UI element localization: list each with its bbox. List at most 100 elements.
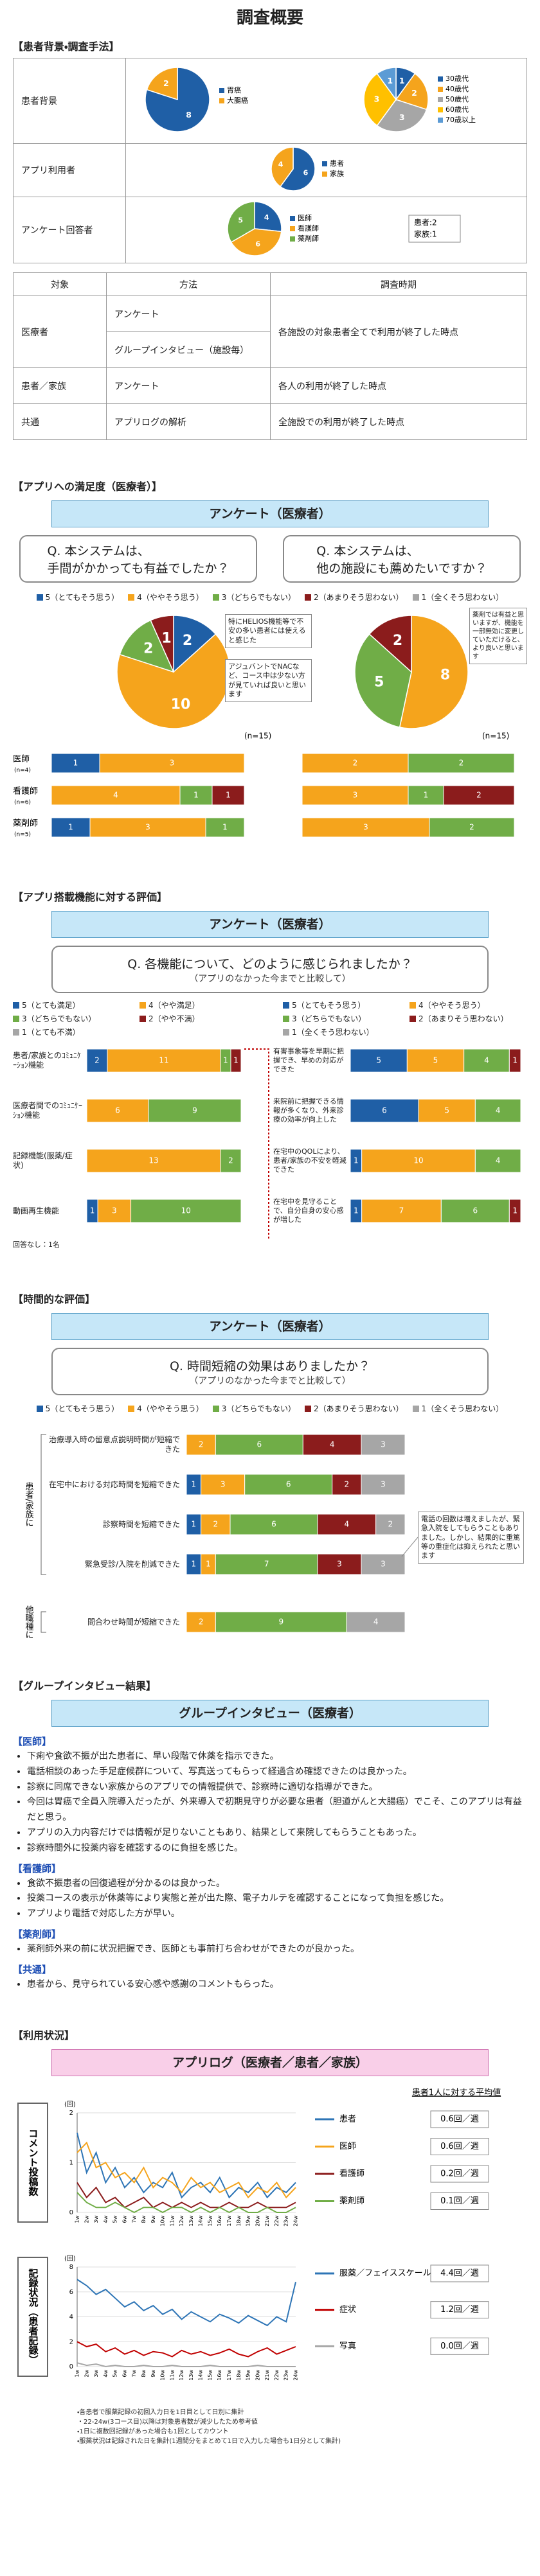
segment-label: 1	[206, 1560, 211, 1569]
legend-label: 看護師	[298, 224, 319, 233]
y-tick-label: 0	[69, 2363, 73, 2370]
x-tick-label: 23w	[284, 2215, 289, 2226]
callout: 特にHELIOS機能等で不安の多い患者には使えると感じた	[225, 614, 312, 648]
pie-slice	[150, 615, 174, 673]
bar-segment	[464, 1048, 510, 1073]
banner: アンケート（医療者）	[51, 500, 489, 527]
x-tick-label: 24w	[293, 2215, 299, 2226]
legend-label: 5（とてもそう思う）	[292, 1001, 366, 1010]
legend-swatch	[438, 118, 443, 123]
legend-label: 40歳代	[446, 85, 469, 93]
x-tick-label: 22w	[274, 2215, 280, 2226]
legend-swatch	[140, 1015, 146, 1022]
segment-label: 2	[388, 1520, 393, 1529]
x-tick-label: 9w	[150, 2369, 156, 2377]
segment-label: 1	[90, 1206, 95, 1215]
bar-segment	[86, 1048, 108, 1073]
legend-label: 5（とてもそう思う）	[45, 593, 120, 602]
bullet-list: 下痢や食欲不振が出た患者に、早い段階で休薬を指示できた。電話相談のあった手足症候…	[13, 1749, 527, 1857]
segment-label: 2	[459, 759, 464, 768]
legend-label: 2（やや不満）	[148, 1014, 200, 1023]
group-label: 患者/家族に	[24, 1482, 34, 1527]
x-tick-label: 3w	[93, 2369, 99, 2377]
bar-segment	[509, 1048, 521, 1073]
note: 回答なし：1名	[13, 1240, 60, 1249]
segment-label: 6	[286, 1480, 291, 1489]
table-row: アプリ利用者 6 4 患者 家族	[13, 143, 527, 197]
bar-segment	[361, 1474, 406, 1495]
row-label: 動画再生機能	[13, 1206, 60, 1215]
pie-slice	[279, 146, 316, 191]
slice-label: 6	[255, 240, 260, 249]
segment-label: 7	[399, 1206, 404, 1215]
footnotes: ・各患者で服薬記録の初回入力日を1日目として日別に集計 ・22-24w(3コース目…	[77, 2408, 527, 2446]
group-label: 他職種に	[24, 1605, 34, 1639]
slice-label: 4	[278, 161, 284, 169]
section-heading: 【グループインタビュー結果】	[13, 1680, 157, 1692]
target-cell: 共通	[13, 403, 107, 440]
legend-label: 服薬／フェイススケール	[339, 2268, 431, 2278]
average-box	[430, 2137, 489, 2155]
segment-label: 3	[145, 823, 150, 832]
stacked-bar-chart: 2 11 1 16 913 21 3 105 5 4 16 5 41 10 41 7 6 1	[86, 1048, 521, 1240]
legend-label: 5（とても満足）	[22, 1001, 80, 1010]
x-tick-label: 20w	[255, 2369, 260, 2380]
y-tick-label: 4	[69, 2313, 73, 2320]
bar-segment	[215, 1434, 303, 1456]
slice-label: 5	[374, 674, 384, 690]
x-tick-label: 2w	[84, 2215, 89, 2223]
row-label: 在宅中を見守ることで、自分自身の安心感が増した	[273, 1197, 344, 1224]
average-box	[430, 2110, 489, 2128]
x-tick-label: 17w	[226, 2215, 232, 2226]
pie-slice	[119, 619, 175, 673]
group-heading: 【共通】	[13, 1963, 52, 1975]
section-heading: 【アプリ搭載機能に対する評価】	[13, 891, 168, 903]
pie-slice	[354, 633, 412, 728]
bar-segment	[148, 1098, 242, 1123]
segment-label: 1	[68, 823, 73, 832]
usage-section: 患者1人に対する平均値 コメント投稿数 (回) 0 1 2 1w 2w 3w 4w 5w 6w 7w 8w…	[13, 2084, 527, 2446]
n-label: (n=4)	[14, 768, 31, 774]
bar-segment	[375, 1513, 406, 1535]
bar-segment	[230, 1048, 242, 1073]
row-label: 看護師	[13, 786, 38, 797]
row-label: 医療者間でのｺﾐｭﾆｹｰｼｮﾝ機能	[13, 1101, 83, 1120]
row-chart: 4 6 5 医師 看護師 薬剤師 患者:2 家族:1	[125, 197, 527, 263]
legend-item: 5（とても満足）	[13, 1000, 130, 1010]
bar-segment	[186, 1611, 216, 1633]
legend-label: 3（どちらでもない）	[22, 1014, 96, 1023]
bullet: 診察に同席できない家族からのアプリでの情報提供で、診察時に適切な指導ができた。	[27, 1780, 527, 1795]
segment-label: 3	[112, 1206, 117, 1215]
x-tick-label: 6w	[122, 2215, 127, 2223]
function-bars: 2 11 1 1 6 9 13 2 1 3 10 5 5 4 1 6 5 4 1 10 4 1 7 6 1 患者/家族とのｺﾐｭﾆ…	[13, 1041, 527, 1257]
x-tick-label: 13w	[188, 2215, 194, 2226]
bullet: 今回は胃癌で全員入院導入だったが、外来導入で初期見守りが必要な患者（胆道がんと大…	[27, 1795, 527, 1826]
legend-label: 1（全くそう思わない）	[292, 1028, 374, 1037]
legend-label: 2（あまりそう思わない）	[419, 1014, 509, 1023]
x-tick-label: 12w	[179, 2369, 184, 2380]
timing-cell: 各施設の対象患者全てで利用が終了した時点	[270, 296, 527, 368]
average-box	[430, 2300, 489, 2318]
segment-label: 9	[192, 1106, 197, 1115]
x-tick-label: 7w	[131, 2369, 137, 2377]
legend-label: 看護師	[339, 2168, 364, 2178]
callout: 電話の回数は増えましたが、緊急入院をしてもらうこともありました。しかし、結果的に…	[418, 1512, 524, 1564]
y-tick-label: 0	[69, 2209, 73, 2216]
average-box	[430, 2337, 489, 2355]
row-label: 緊急受診/入院を削減できた	[84, 1559, 180, 1569]
x-tick-label: 14w	[198, 2215, 204, 2226]
bracket	[40, 1434, 46, 1575]
question-box: Q. 本システムは、 手間がかかっても有益でしたか？	[19, 535, 257, 583]
bar-segment	[361, 1149, 476, 1173]
method-table: 対象 方法 調査時期 医療者 アンケート 各施設の対象患者全てで利用が終了した時点 グループ…	[13, 272, 527, 440]
segment-label: 1	[512, 1206, 518, 1215]
footnote: ・各患者で服薬記録の初回入力日を1日目として日別に集計	[77, 2408, 244, 2416]
legend-item: 2（あまりそう思わない）	[410, 1013, 527, 1024]
legend-label: 1（全くそう思わない）	[421, 1404, 504, 1413]
segment-label: 1	[192, 1520, 197, 1529]
legend-swatch	[36, 1405, 43, 1412]
x-tick-label: 24w	[293, 2369, 299, 2380]
legend-label: 医師	[339, 2142, 356, 2151]
segment-label: 1	[192, 1480, 197, 1489]
